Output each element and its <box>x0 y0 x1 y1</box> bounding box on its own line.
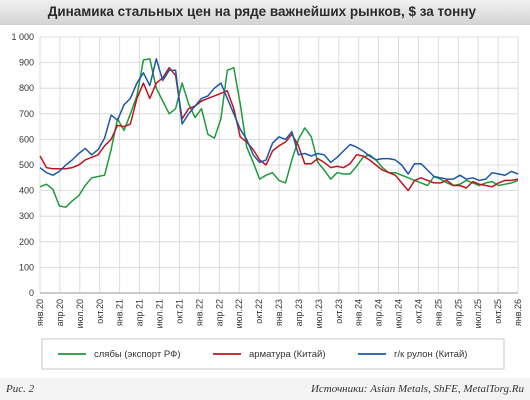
y-tick-label: 900 <box>19 58 34 68</box>
x-tick-label: окт.23 <box>334 299 344 324</box>
chart-plot: 0 100 200 300 400 500 600 700 800 900 1 000 янв.20… <box>11 32 523 370</box>
y-tick-label: 600 <box>19 134 34 144</box>
x-axis-ticks: янв.20 апр.20 июл.20 окт.20 янв.21 апр.21 июл.… <box>35 299 523 328</box>
series-line-1 <box>39 58 519 208</box>
grid-layer <box>39 36 519 294</box>
x-tick-label: янв.20 <box>35 299 45 326</box>
legend-label-3: г/к рулон (Китай) <box>394 349 467 360</box>
y-tick-label: 0 <box>29 288 34 298</box>
y-tick-label: 500 <box>19 160 34 170</box>
y-tick-label: 800 <box>19 83 34 93</box>
legend: слябы (экспорт РФ) арматура (Китай) г/к ру… <box>41 338 505 370</box>
y-axis-ticks: 0 100 200 300 400 500 600 700 800 900 1 000 <box>11 32 34 298</box>
x-tick-label: июл.21 <box>155 299 165 328</box>
x-tick-label: апр.25 <box>453 299 463 326</box>
x-tick-label: янв.21 <box>115 299 125 326</box>
figure-label: Рис. 2 <box>6 383 35 395</box>
y-tick-label: 100 <box>19 262 34 272</box>
x-tick-label: янв.22 <box>194 299 204 326</box>
x-tick-label: апр.24 <box>374 299 384 326</box>
y-tick-label: 1 000 <box>11 32 34 42</box>
x-tick-label: янв.23 <box>274 299 284 326</box>
y-tick-label: 300 <box>19 211 34 221</box>
x-tick-label: апр.23 <box>294 299 304 326</box>
legend-box <box>41 338 505 370</box>
legend-label-1: слябы (экспорт РФ) <box>94 349 180 360</box>
x-tick-label: окт.24 <box>413 299 423 324</box>
x-tick-label: апр.20 <box>55 299 65 326</box>
footer-band <box>0 378 530 400</box>
y-tick-label: 400 <box>19 186 34 196</box>
x-tick-label: окт.20 <box>95 299 105 324</box>
x-tick-label: апр.22 <box>214 299 224 326</box>
x-tick-label: окт.25 <box>493 299 503 324</box>
series-line-2 <box>39 66 519 192</box>
title-band <box>0 0 530 25</box>
x-tick-label: янв.24 <box>354 299 364 326</box>
x-tick-label: июл.22 <box>234 299 244 328</box>
x-tick-label: июл.20 <box>75 299 85 328</box>
y-tick-label: 700 <box>19 109 34 119</box>
x-tick-label: окт.21 <box>174 299 184 324</box>
x-tick-label: июл.24 <box>394 299 404 328</box>
source-label: Источники: Asian Metals, ShFE, MetalTorg… <box>310 383 524 395</box>
chart-title: Динамика стальных цен на ряде важнейших … <box>47 4 476 19</box>
legend-label-2: арматура (Китай) <box>249 349 325 360</box>
x-tick-label: июл.23 <box>314 299 324 328</box>
x-tick-label: апр.21 <box>135 299 145 326</box>
series-layer <box>39 58 519 208</box>
y-tick-label: 200 <box>19 237 34 247</box>
x-tick-label: июл.25 <box>473 299 483 328</box>
x-tick-label: окт.22 <box>254 299 264 324</box>
x-tick-label: янв.25 <box>433 299 443 326</box>
series-line-3 <box>39 58 519 182</box>
x-tick-label: янв.26 <box>513 299 523 326</box>
